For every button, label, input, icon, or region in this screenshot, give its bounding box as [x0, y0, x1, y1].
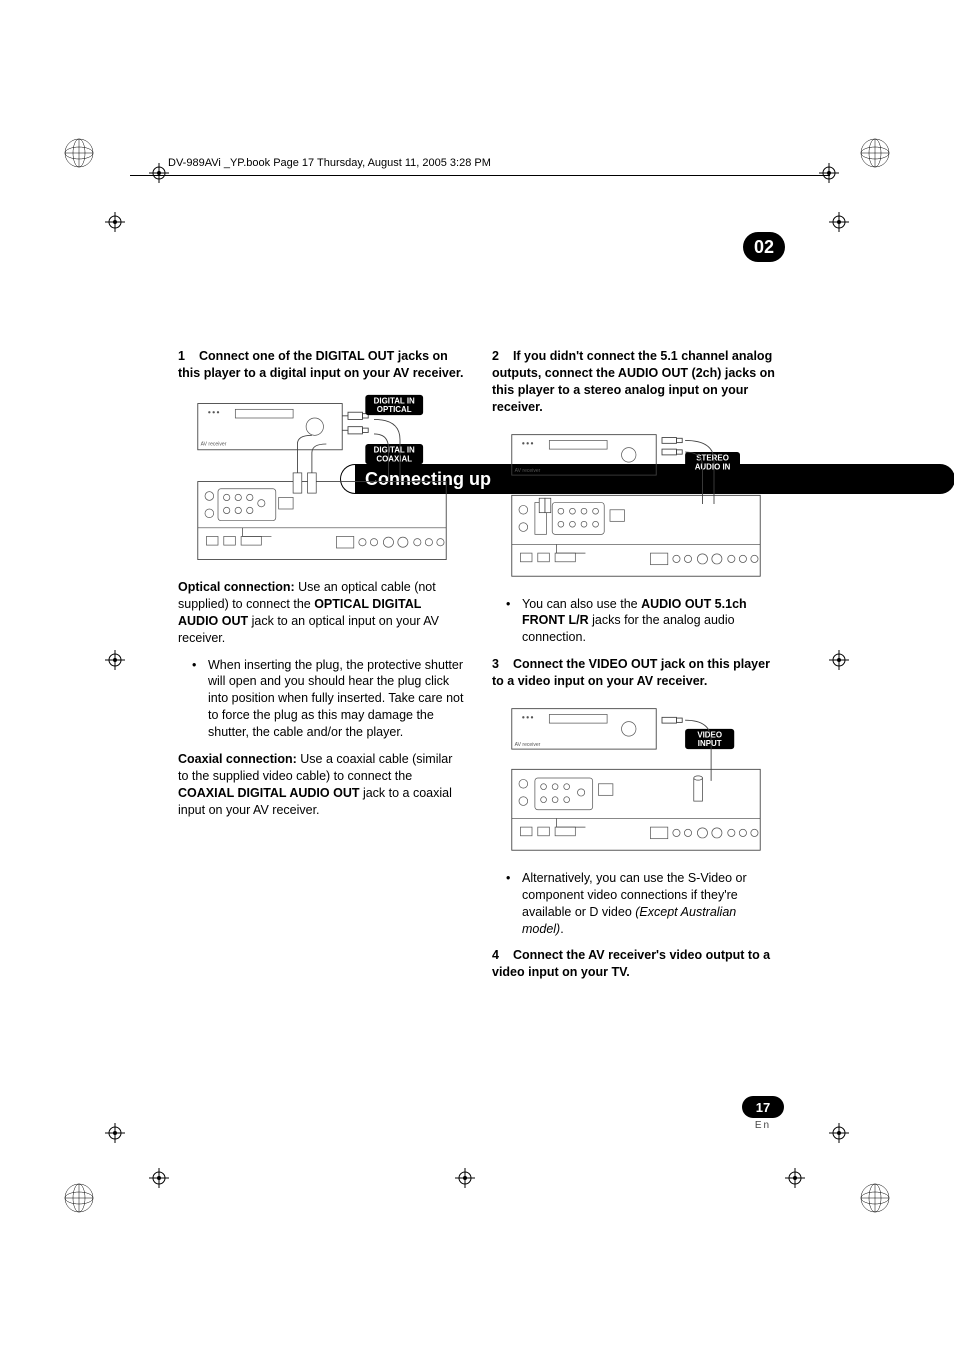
- regmark-cross: [100, 645, 130, 675]
- svg-text:AUDIO IN: AUDIO IN: [695, 462, 731, 471]
- step-4: 4Connect the AV receiver's video output …: [492, 947, 778, 981]
- optical-paragraph: Optical connection: Use an optical cable…: [178, 579, 464, 647]
- header-rule: [130, 175, 830, 176]
- step3-bullet-list: Alternatively, you can use the S-Video o…: [492, 870, 778, 938]
- regmark-cross: [824, 207, 854, 237]
- regmark-cross: [780, 1163, 810, 1193]
- step2-bullet-list: You can also use the AUDIO OUT 5.1ch FRO…: [492, 596, 778, 647]
- regmark-cross: [100, 1118, 130, 1148]
- step2-bullet: You can also use the AUDIO OUT 5.1ch FRO…: [510, 596, 778, 647]
- step-1: 1Connect one of the DIGITAL OUT jacks on…: [178, 348, 464, 382]
- regmark-cross: [824, 1118, 854, 1148]
- page-language: En: [742, 1120, 784, 1131]
- column-right: 2If you didn't connect the 5.1 channel a…: [492, 348, 778, 991]
- optical-bullet-list: When inserting the plug, the protective …: [178, 657, 464, 741]
- regmark-cross: [144, 1163, 174, 1193]
- printmark-globe-br: [860, 1183, 890, 1213]
- svg-text:COAXIAL: COAXIAL: [376, 454, 412, 463]
- column-left: 1Connect one of the DIGITAL OUT jacks on…: [178, 348, 464, 991]
- regmark-cross: [450, 1163, 480, 1193]
- diagram-video-out: AV receiver VIDEO INPUT: [506, 700, 766, 856]
- svg-text:OPTICAL: OPTICAL: [377, 405, 412, 414]
- svg-text:AV receiver: AV receiver: [201, 441, 227, 447]
- svg-text:AV receiver: AV receiver: [515, 742, 541, 748]
- print-header: DV-989AVi _YP.book Page 17 Thursday, Aug…: [168, 157, 491, 169]
- diagram-stereo-audio: AV receiver STEREO AUDIO IN: [506, 426, 766, 582]
- printmark-globe-tr: [860, 138, 890, 168]
- step3-bullet: Alternatively, you can use the S-Video o…: [510, 870, 778, 938]
- step-3: 3Connect the VIDEO OUT jack on this play…: [492, 656, 778, 690]
- regmark-cross: [100, 207, 130, 237]
- coaxial-paragraph: Coaxial connection: Use a coaxial cable …: [178, 751, 464, 819]
- printmark-globe-bl: [64, 1183, 94, 1213]
- step-2: 2If you didn't connect the 5.1 channel a…: [492, 348, 778, 416]
- chapter-number: 02: [743, 232, 785, 262]
- svg-text:INPUT: INPUT: [698, 739, 722, 748]
- page-number: 17: [742, 1096, 784, 1118]
- svg-text:AV receiver: AV receiver: [515, 468, 541, 474]
- regmark-cross: [824, 645, 854, 675]
- optical-bullet: When inserting the plug, the protective …: [196, 657, 464, 741]
- svg-text:STEREO: STEREO: [696, 453, 729, 462]
- content-columns: 1Connect one of the DIGITAL OUT jacks on…: [178, 348, 778, 991]
- printmark-globe-tl: [64, 138, 94, 168]
- regmark-cross: [814, 158, 844, 188]
- diagram-digital-out: AV receiver DIGITAL IN OPTICAL DIGITAL I…: [192, 392, 452, 565]
- page-footer: 17 En: [742, 1096, 784, 1131]
